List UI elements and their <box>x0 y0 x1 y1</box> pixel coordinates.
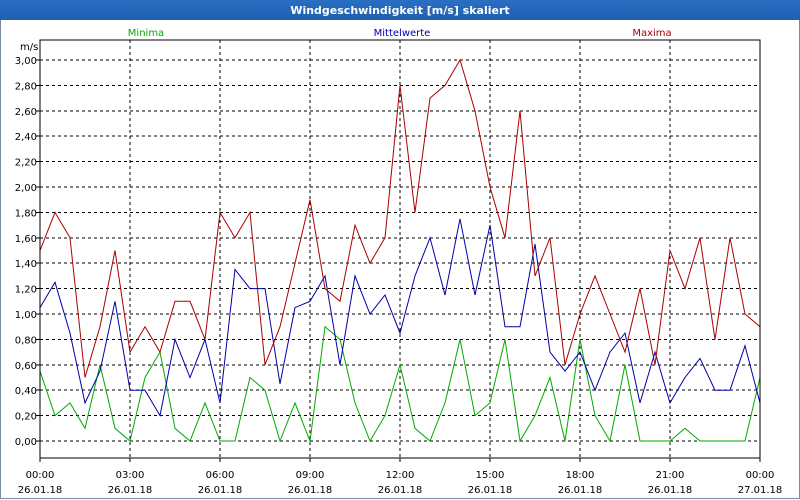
x-tick-date: 26.01.18 <box>558 485 603 496</box>
x-tick-date: 26.01.18 <box>648 485 693 496</box>
x-tick-time: 15:00 <box>476 470 505 481</box>
legend-maxima: Maxima <box>632 28 671 39</box>
legend-mittelwerte: Mittelwerte <box>374 28 431 39</box>
x-tick-time: 06:00 <box>206 470 235 481</box>
x-tick-date: 27.01.18 <box>738 485 783 496</box>
y-tick-label: 0,00 <box>15 437 37 448</box>
y-tick-label: 1,00 <box>15 310 37 321</box>
y-tick-label: 2,60 <box>15 107 37 118</box>
series-line-maxima <box>39 58 761 378</box>
y-tick-label: 1,80 <box>15 208 37 219</box>
x-tick-date: 26.01.18 <box>108 485 153 496</box>
y-tick-label: 0,80 <box>15 335 37 346</box>
x-tick-date: 26.01.18 <box>288 485 333 496</box>
x-tick-date: 26.01.18 <box>198 485 243 496</box>
y-tick-label: 2,40 <box>15 132 37 143</box>
x-tick-time: 00:00 <box>26 470 55 481</box>
y-tick-label: 2,20 <box>15 158 37 169</box>
plot-area-border <box>39 39 761 459</box>
y-axis-unit-label: m/s <box>20 42 38 53</box>
x-tick-time: 21:00 <box>656 470 685 481</box>
x-tick-time: 00:00 <box>746 470 775 481</box>
y-tick-label: 2,00 <box>15 183 37 194</box>
series-layer <box>39 58 761 443</box>
y-tick-label: 0,60 <box>15 361 37 372</box>
y-tick-label: 1,60 <box>15 234 37 245</box>
y-tick-label: 0,20 <box>15 412 37 423</box>
x-tick-date: 26.01.18 <box>18 485 63 496</box>
series-line-mittelwerte <box>39 218 761 417</box>
x-tick-time: 12:00 <box>386 470 415 481</box>
y-tick-label: 3,00 <box>15 56 37 67</box>
y-tick-label: 0,40 <box>15 386 37 397</box>
y-tick-label: 1,40 <box>15 259 37 270</box>
x-tick-date: 26.01.18 <box>378 485 423 496</box>
x-tick-time: 18:00 <box>566 470 595 481</box>
y-tick-label: 2,80 <box>15 81 37 92</box>
window-title: Windgeschwindigkeit [m/s] skaliert <box>0 0 800 20</box>
axes: 0,00 0,20 0,40 0,60 0,80 1,00 1,20 1,40 1,60 1,80… <box>15 39 783 496</box>
x-tick-time: 03:00 <box>116 470 145 481</box>
x-tick-time: 09:00 <box>296 470 325 481</box>
x-tick-date: 26.01.18 <box>468 485 513 496</box>
y-tick-label: 1,20 <box>15 285 37 296</box>
legend-minima: Minima <box>128 28 164 39</box>
